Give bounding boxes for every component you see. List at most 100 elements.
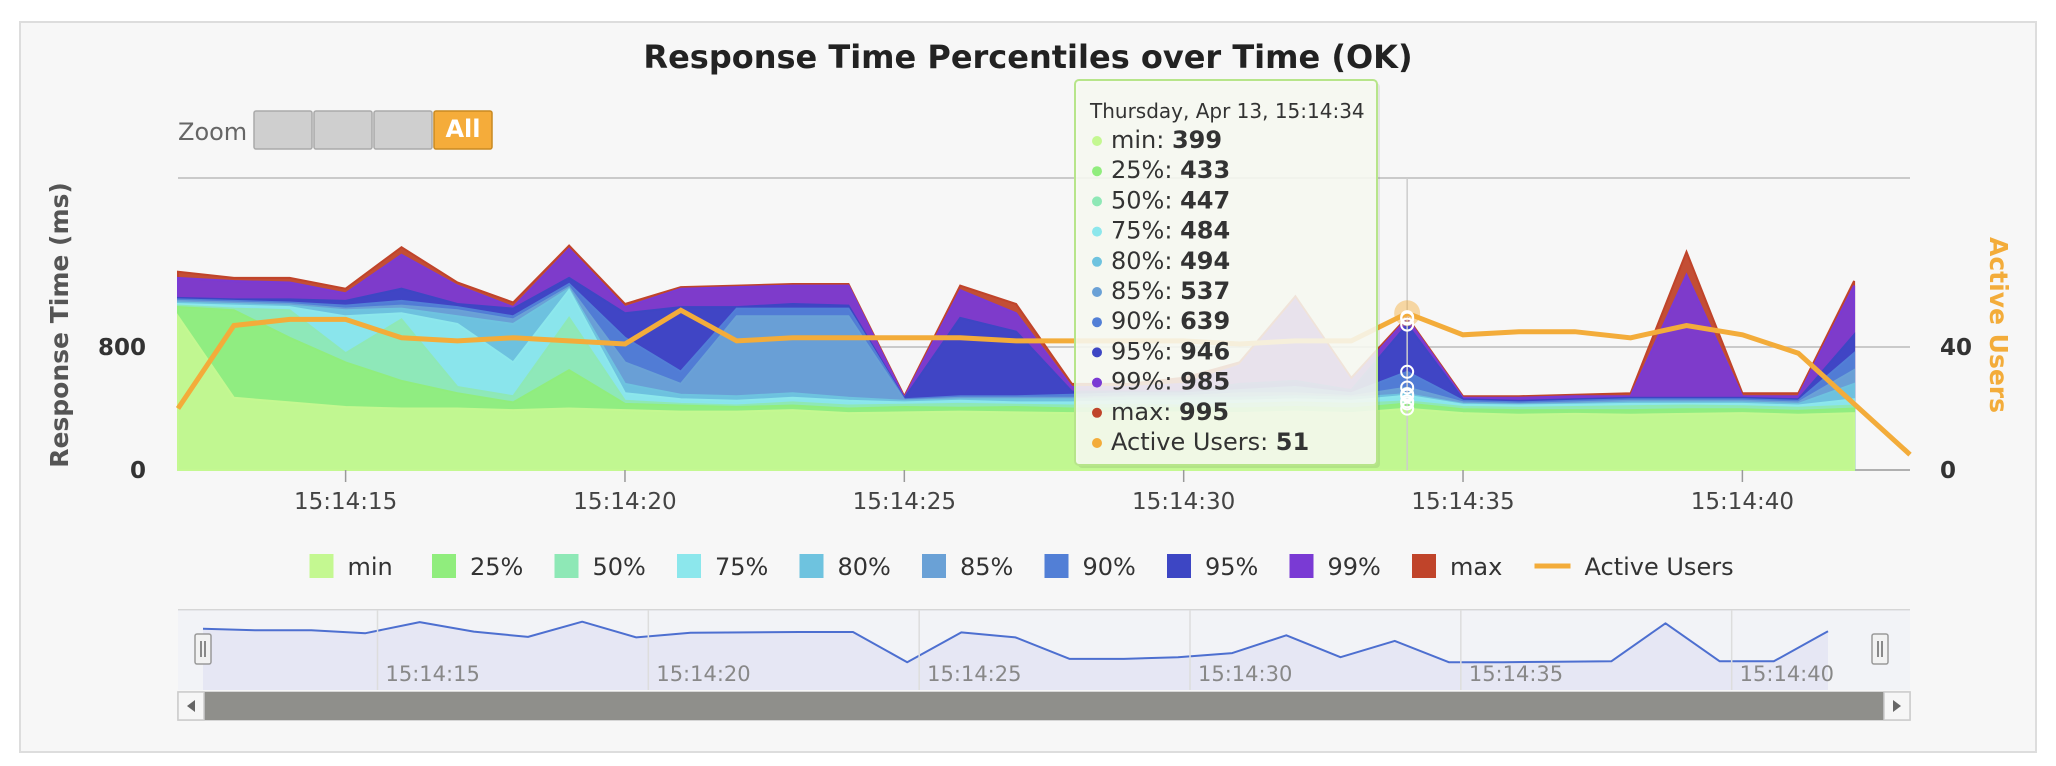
tooltip-row-label: 25%: bbox=[1111, 156, 1180, 184]
tooltip-row: 95%: 946 bbox=[1092, 337, 1230, 365]
tooltip-dot bbox=[1092, 196, 1102, 207]
navigator-area bbox=[203, 621, 1828, 690]
tooltip-row-text: min: 399 bbox=[1111, 126, 1222, 154]
zoom-button-all[interactable]: All bbox=[433, 110, 493, 150]
tooltip-row-text: 50%: 447 bbox=[1111, 186, 1230, 214]
scrollbar-left-button[interactable] bbox=[177, 691, 205, 721]
legend-item-75pct[interactable]: 75% bbox=[677, 553, 768, 581]
legend-label: 50% bbox=[593, 553, 646, 581]
tooltip-dot bbox=[1092, 166, 1102, 177]
x-axis: 15:14:15 15:14:20 15:14:25 15:14:30 15:14:35… bbox=[294, 470, 1794, 515]
tooltip-row-label: 85%: bbox=[1111, 277, 1180, 305]
tooltip-row-value: 537 bbox=[1180, 277, 1230, 305]
scrollbar-thumb[interactable] bbox=[204, 692, 1884, 720]
hover-marker-85pct bbox=[1400, 380, 1415, 395]
legend-symbol bbox=[922, 554, 946, 578]
x-tick-label: 15:14:20 bbox=[573, 489, 676, 515]
tooltip-dot bbox=[1092, 287, 1102, 297]
navigator-tick-label: 15:14:25 bbox=[927, 662, 1021, 686]
hover-markers bbox=[1394, 300, 1421, 416]
tooltip-row: 50%: 447 bbox=[1092, 186, 1230, 214]
tooltip-row-label: 50%: bbox=[1111, 186, 1180, 214]
legend-symbol bbox=[677, 554, 701, 578]
legend-symbol bbox=[1167, 554, 1191, 578]
tooltip-dot bbox=[1092, 407, 1102, 418]
legend-label: 90% bbox=[1083, 553, 1136, 581]
legend-label: max bbox=[1450, 553, 1502, 581]
tooltip-row: 85%: 537 bbox=[1092, 277, 1230, 305]
legend-item-90pct[interactable]: 90% bbox=[1044, 553, 1136, 581]
tooltip-row-value: 399 bbox=[1172, 126, 1222, 154]
legend-label: 25% bbox=[470, 553, 523, 581]
legend-item-85pct[interactable]: 85% bbox=[922, 553, 1013, 581]
zoom-button-bg bbox=[253, 110, 313, 150]
legend-item-max[interactable]: max bbox=[1412, 553, 1502, 581]
legend-item-95pct[interactable]: 95% bbox=[1167, 553, 1258, 581]
tooltip-row-value: 639 bbox=[1180, 307, 1230, 335]
tooltip-dot bbox=[1092, 226, 1102, 237]
tooltip-row: 25%: 433 bbox=[1092, 156, 1230, 184]
navigator-tick-label: 15:14:35 bbox=[1469, 662, 1563, 686]
tooltip-row: max: 995 bbox=[1092, 398, 1229, 426]
legend-label: Active Users bbox=[1585, 553, 1734, 581]
navigator-series bbox=[202, 620, 1829, 664]
area-series-min bbox=[177, 313, 1856, 471]
y-axis-title: Response Time (ms) bbox=[45, 182, 74, 468]
tooltip-dot bbox=[1092, 438, 1102, 448]
navigator: 15:14:15 15:14:20 15:14:25 15:14:30 15:14:35… bbox=[177, 609, 1911, 721]
legend-item-active-users[interactable]: Active Users bbox=[1534, 553, 1734, 581]
tooltip-row-value: 433 bbox=[1180, 156, 1230, 184]
tooltip-row-label: 99%: bbox=[1111, 368, 1180, 396]
y-axis: 0 800 bbox=[98, 335, 146, 484]
tooltip-row-text: max: 995 bbox=[1111, 398, 1229, 426]
navigator-left-handle[interactable] bbox=[194, 633, 212, 665]
tooltip-row-value: 484 bbox=[1180, 217, 1230, 245]
legend-label: 75% bbox=[715, 553, 768, 581]
arrow-right-icon bbox=[1893, 700, 1901, 712]
tooltip-row-label: 95%: bbox=[1111, 337, 1180, 365]
chart-title: Response Time Percentiles over Time (OK) bbox=[643, 38, 1412, 76]
tooltip-row: 90%: 639 bbox=[1092, 307, 1230, 335]
legend-label: 85% bbox=[960, 553, 1013, 581]
tooltip-header: Thursday, Apr 13, 15:14:34 bbox=[1089, 99, 1365, 123]
tooltip-row-label: 90%: bbox=[1111, 307, 1180, 335]
y2-tick-label: 40 bbox=[1940, 335, 1972, 361]
zoom-label: Zoom bbox=[178, 118, 247, 146]
tooltip-row-text: 25%: 433 bbox=[1111, 156, 1230, 184]
tooltip-row-label: max: bbox=[1111, 398, 1179, 426]
zoom-button-3[interactable] bbox=[373, 110, 433, 150]
navigator-scrollbar[interactable] bbox=[177, 691, 1911, 721]
x-tick-label: 15:14:30 bbox=[1132, 489, 1235, 515]
legend-item-99pct[interactable]: 99% bbox=[1289, 553, 1381, 581]
tooltip-row: min: 399 bbox=[1092, 126, 1222, 154]
area-series-group bbox=[177, 244, 1856, 471]
handle-grip bbox=[194, 633, 212, 665]
tooltip-row-text: 95%: 946 bbox=[1111, 337, 1230, 365]
x-tick-label: 15:14:25 bbox=[853, 489, 956, 515]
scrollbar-right-button[interactable] bbox=[1883, 691, 1911, 721]
legend-label: 80% bbox=[838, 553, 891, 581]
tooltip-row-label: min: bbox=[1111, 126, 1172, 154]
legend-item-25pct[interactable]: 25% bbox=[432, 553, 523, 581]
legend-item-50pct[interactable]: 50% bbox=[554, 553, 646, 581]
range-selector: Zoom All bbox=[178, 110, 493, 150]
legend-label: 95% bbox=[1205, 553, 1258, 581]
tooltip-dot bbox=[1092, 377, 1102, 388]
y2-axis-title: Active Users bbox=[1984, 237, 2013, 413]
tooltip-dot bbox=[1092, 347, 1102, 358]
tooltip-row-value: 494 bbox=[1180, 247, 1230, 275]
zoom-button-bg bbox=[313, 110, 373, 150]
legend-item-80pct[interactable]: 80% bbox=[799, 553, 891, 581]
hover-marker-95pct bbox=[1400, 317, 1415, 332]
tooltip-dot bbox=[1092, 317, 1102, 328]
legend-symbol bbox=[799, 554, 824, 578]
zoom-button-1[interactable] bbox=[253, 110, 313, 150]
navigator-right-handle[interactable] bbox=[1871, 633, 1889, 665]
zoom-button-2[interactable] bbox=[313, 110, 373, 150]
legend-item-min[interactable]: min bbox=[309, 553, 393, 581]
tooltip-row-value: 946 bbox=[1180, 337, 1230, 365]
tooltip-row-text: Active Users: 51 bbox=[1111, 428, 1309, 456]
